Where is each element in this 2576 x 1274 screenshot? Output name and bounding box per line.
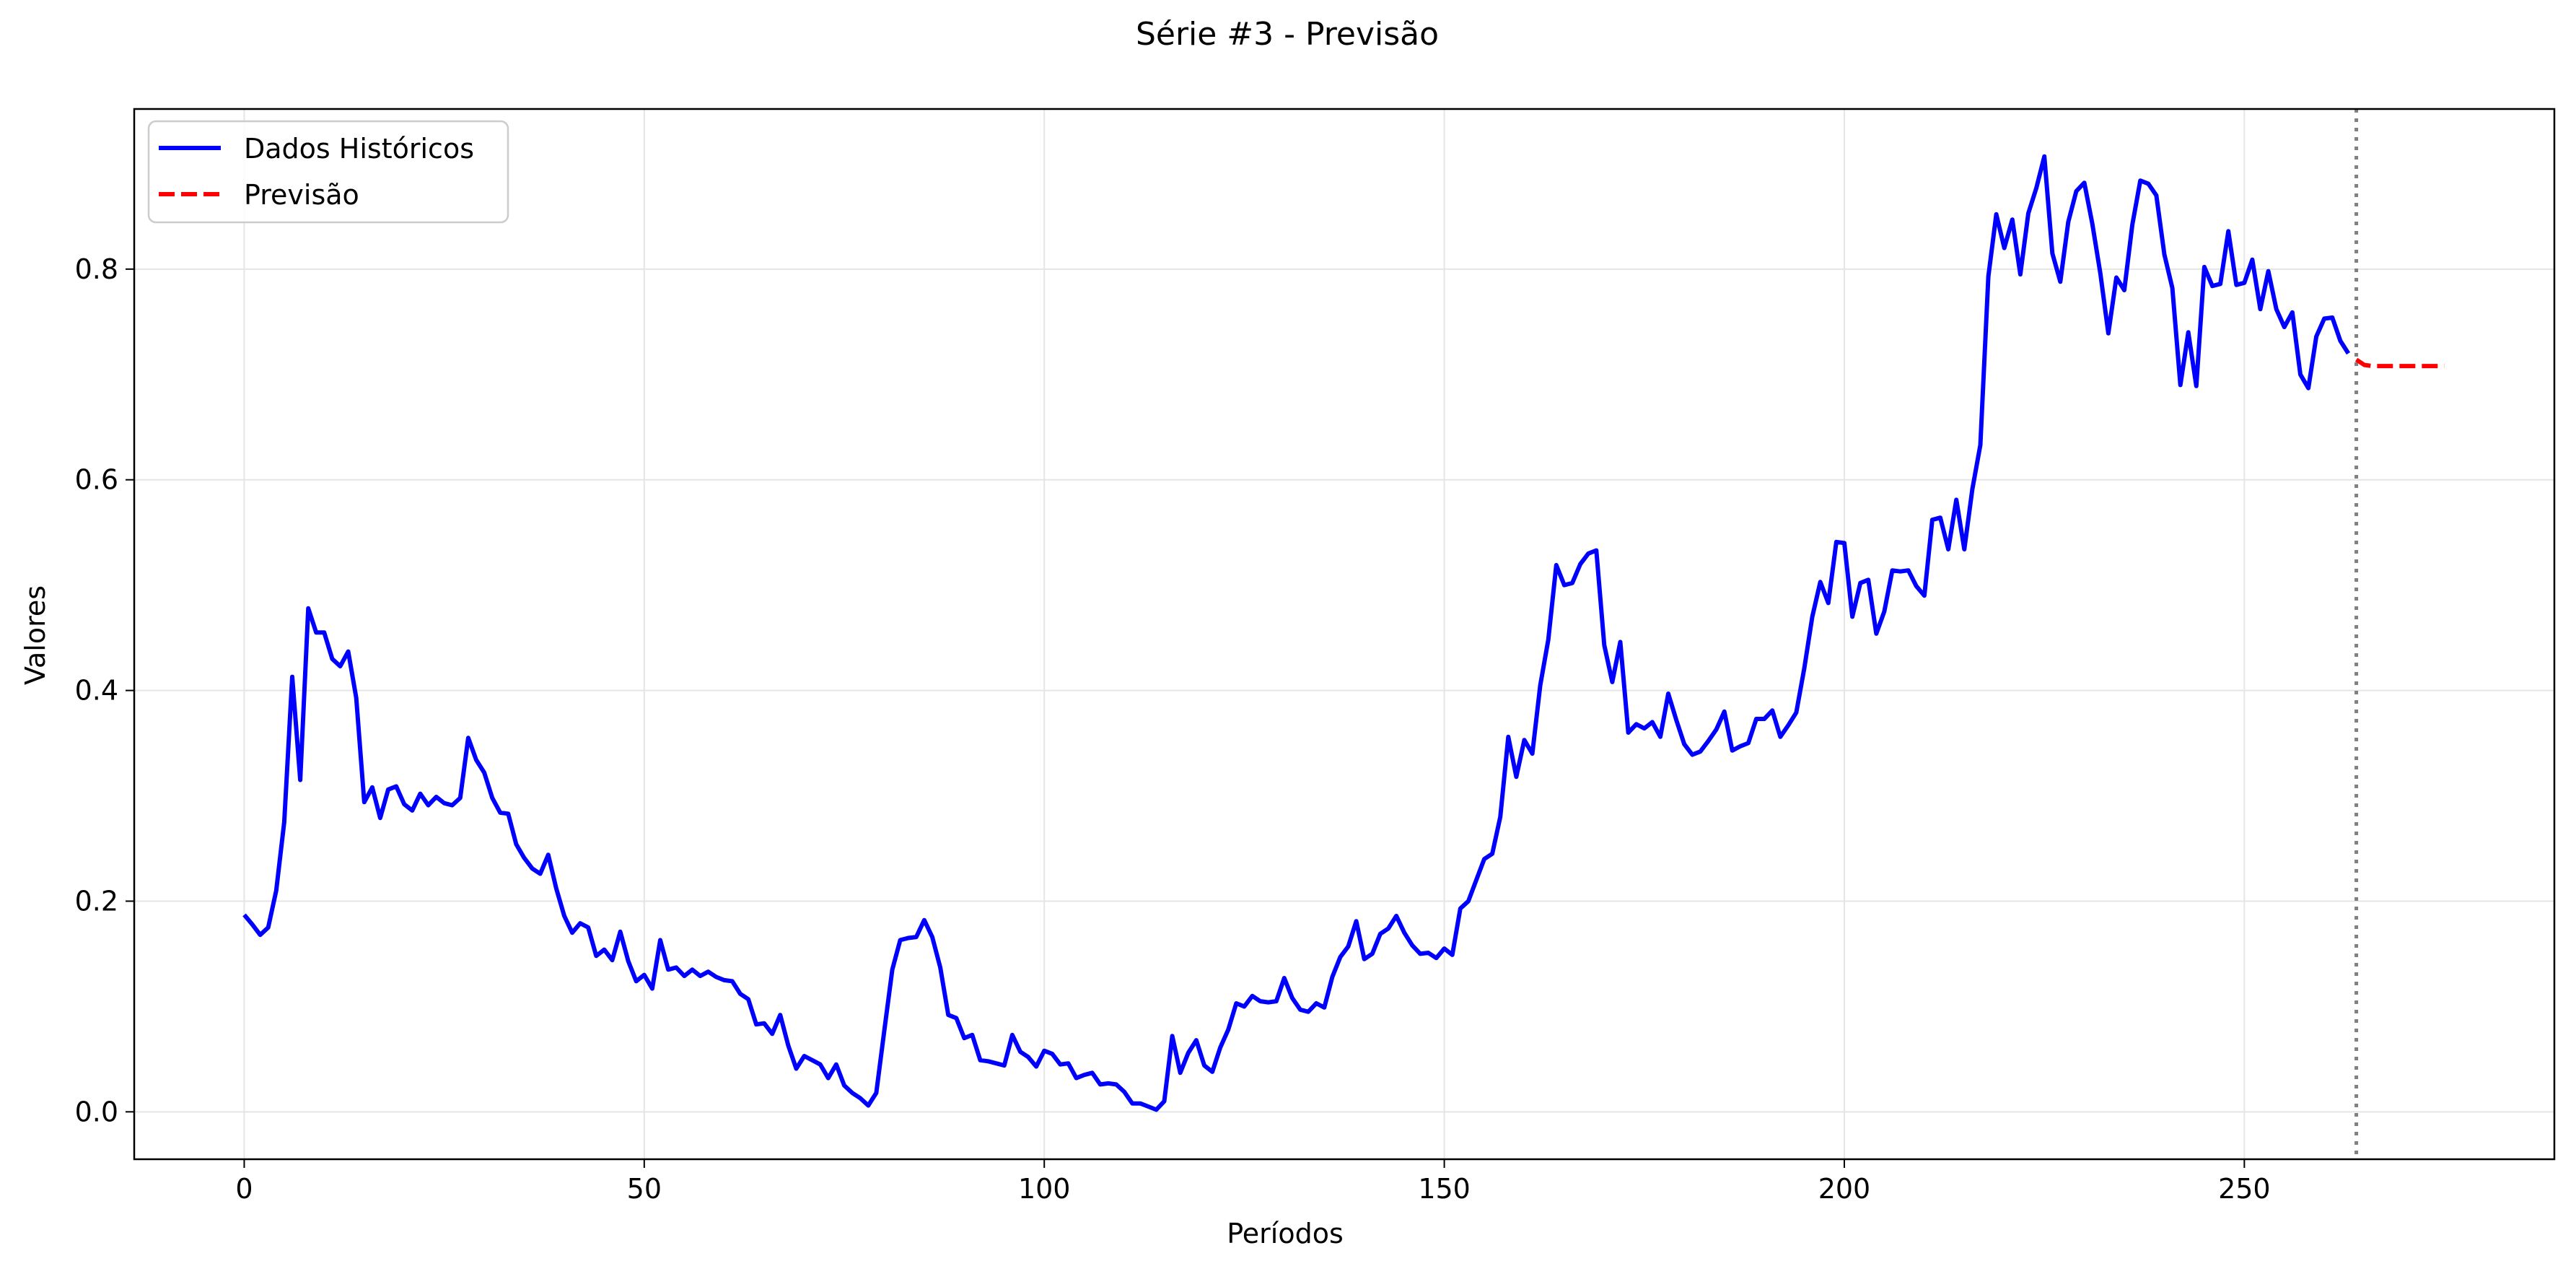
legend: Dados Históricos Previsão — [147, 120, 509, 224]
axis-ticks: 0 50 100 150 200 250 0.0 0.2 0.4 0.6 0.8 — [75, 253, 2271, 1205]
x-tick-label: 50 — [627, 1173, 662, 1205]
y-tick-label: 0.2 — [75, 885, 118, 917]
x-axis-label: Períodos — [1227, 1218, 1344, 1249]
y-tick-label: 0.0 — [75, 1096, 118, 1127]
x-tick-label: 250 — [2218, 1173, 2271, 1205]
grid — [134, 109, 2554, 1159]
series-line-forecast — [2354, 357, 2445, 369]
x-tick-label: 0 — [235, 1173, 253, 1205]
y-axis-label: Valores — [19, 585, 51, 685]
legend-box — [147, 120, 509, 224]
y-tick-label: 0.4 — [75, 675, 118, 707]
plot-area — [242, 109, 2445, 1159]
axes-frame — [133, 108, 2556, 1161]
legend-label-forecast: Previsão — [244, 179, 359, 211]
x-tick-label: 150 — [1418, 1173, 1471, 1205]
x-tick-label: 100 — [1018, 1173, 1071, 1205]
chart-title: Série #3 - Previsão — [1136, 16, 1439, 53]
series-line-historical — [242, 154, 2351, 1112]
y-tick-label: 0.6 — [75, 464, 118, 496]
y-tick-label: 0.8 — [75, 253, 118, 285]
legend-label-historical: Dados Históricos — [244, 133, 474, 165]
x-tick-label: 200 — [1818, 1173, 1871, 1205]
